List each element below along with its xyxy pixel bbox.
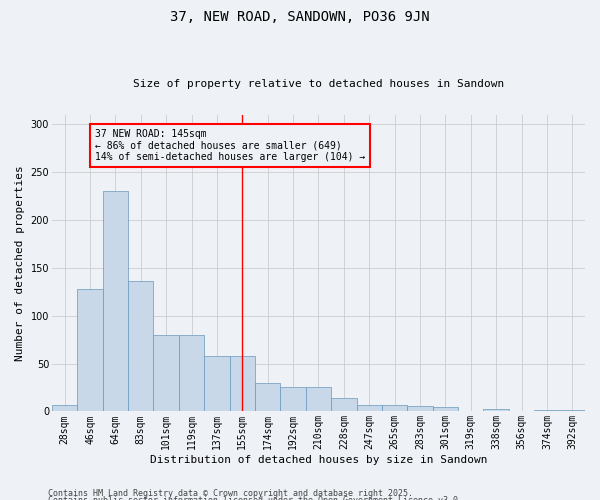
Bar <box>433 406 458 412</box>
Bar <box>382 404 407 411</box>
Bar <box>560 410 585 412</box>
Bar <box>154 335 179 411</box>
Bar <box>306 388 331 411</box>
Bar <box>52 404 77 411</box>
Text: 37, NEW ROAD, SANDOWN, PO36 9JN: 37, NEW ROAD, SANDOWN, PO36 9JN <box>170 10 430 24</box>
Bar <box>179 335 204 411</box>
Bar <box>280 388 306 411</box>
Text: Contains HM Land Registry data © Crown copyright and database right 2025.: Contains HM Land Registry data © Crown c… <box>48 488 413 498</box>
Title: Size of property relative to detached houses in Sandown: Size of property relative to detached ho… <box>133 79 504 89</box>
Text: 37 NEW ROAD: 145sqm
← 86% of detached houses are smaller (649)
14% of semi-detac: 37 NEW ROAD: 145sqm ← 86% of detached ho… <box>95 129 365 162</box>
Bar <box>204 356 230 412</box>
Text: Contains public sector information licensed under the Open Government Licence v3: Contains public sector information licen… <box>48 496 463 500</box>
Bar <box>103 192 128 412</box>
Bar <box>230 356 255 412</box>
Bar <box>255 382 280 412</box>
Bar <box>534 410 560 412</box>
Bar <box>407 406 433 411</box>
Y-axis label: Number of detached properties: Number of detached properties <box>15 165 25 361</box>
X-axis label: Distribution of detached houses by size in Sandown: Distribution of detached houses by size … <box>150 455 487 465</box>
Bar <box>356 404 382 411</box>
Bar <box>77 289 103 412</box>
Bar <box>331 398 356 411</box>
Bar <box>128 282 154 412</box>
Bar <box>484 408 509 412</box>
